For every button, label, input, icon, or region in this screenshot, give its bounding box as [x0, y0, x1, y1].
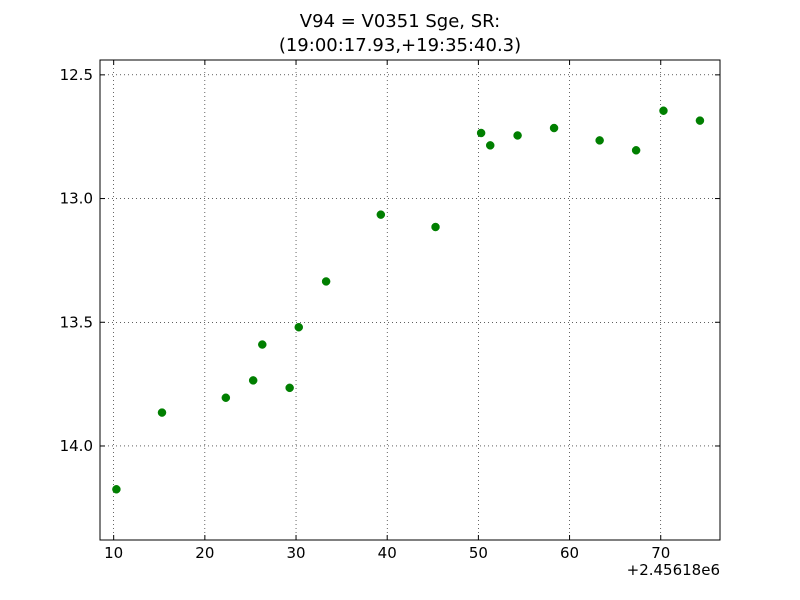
- data-point: [595, 136, 604, 145]
- data-point: [431, 222, 440, 232]
- data-point: [285, 383, 294, 393]
- data-point: [321, 277, 331, 286]
- data-point: [258, 340, 267, 349]
- data-point: [376, 210, 386, 219]
- chart-title-line-2: (19:00:17.93,+19:35:40.3): [278, 35, 522, 56]
- x-tick-label: 40: [378, 544, 397, 562]
- x-tick-label: 50: [469, 544, 488, 562]
- x-tick-label: 10: [104, 544, 123, 562]
- data-point: [549, 123, 559, 133]
- plot-frame: [99, 59, 721, 541]
- chart-title-line-1: V94 = V0351 Sge, SR:: [299, 11, 501, 32]
- data-point: [294, 322, 304, 332]
- x-offset-label: +2.45618e6: [627, 561, 720, 579]
- data-point: [221, 393, 231, 402]
- data-point: [248, 376, 258, 385]
- y-tick-label: 13.5: [60, 313, 93, 331]
- data-point: [476, 128, 486, 138]
- data-point: [659, 106, 668, 115]
- data-point: [112, 485, 121, 494]
- x-tick-label: 70: [651, 544, 670, 562]
- y-tick-label: 12.5: [60, 66, 93, 84]
- data-point: [695, 116, 705, 125]
- x-tick-label: 20: [195, 544, 214, 562]
- data-point: [631, 146, 641, 155]
- data-point: [513, 131, 522, 140]
- data-point: [157, 408, 167, 417]
- x-tick-label: 60: [560, 544, 579, 562]
- data-point: [485, 141, 495, 150]
- y-tick-label: 14.0: [60, 437, 93, 455]
- x-tick-label: 30: [286, 544, 305, 562]
- y-tick-label: 13.0: [60, 190, 93, 208]
